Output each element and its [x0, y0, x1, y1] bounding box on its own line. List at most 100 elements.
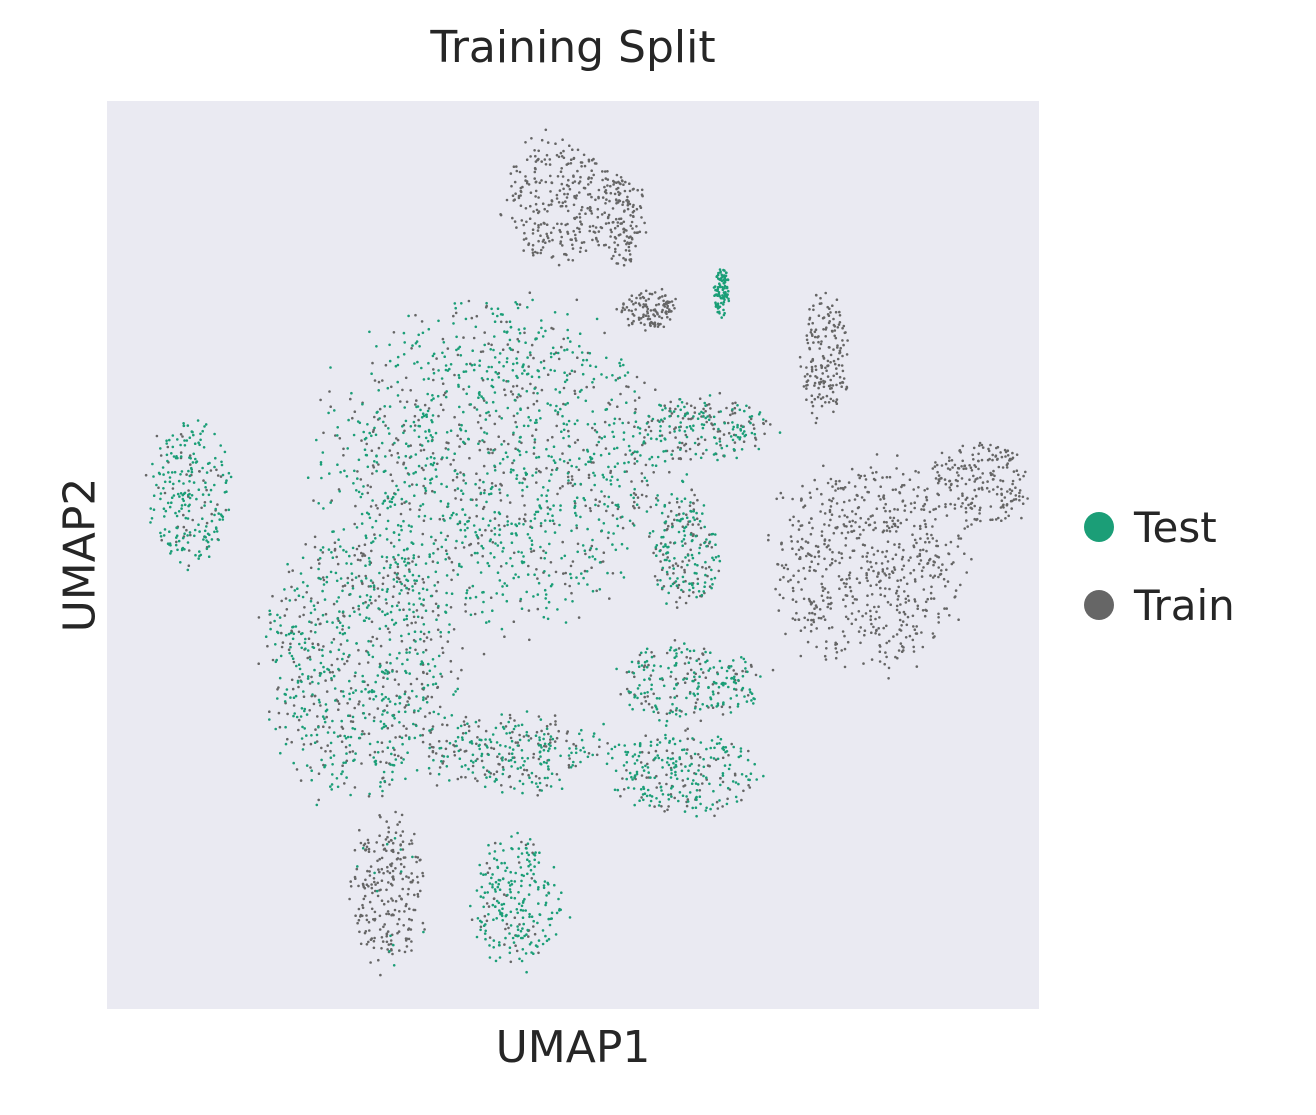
train-point: [373, 716, 376, 719]
test-point: [385, 556, 389, 559]
train-point: [964, 506, 968, 510]
train-point: [832, 399, 835, 403]
train-point: [620, 309, 624, 312]
train-point: [588, 229, 591, 233]
test-point: [163, 515, 166, 518]
train-point: [685, 655, 688, 659]
train-point: [553, 714, 557, 717]
train-point: [595, 753, 599, 757]
train-point: [942, 577, 946, 581]
train-point: [937, 479, 941, 483]
train-point: [911, 614, 915, 618]
test-point: [586, 583, 589, 586]
train-point: [385, 704, 389, 707]
train-point: [531, 228, 535, 231]
test-point: [338, 610, 341, 613]
test-point: [546, 489, 550, 492]
test-point: [418, 345, 421, 348]
test-point: [462, 473, 466, 477]
train-point: [711, 683, 715, 686]
test-point: [522, 467, 526, 470]
test-point: [525, 485, 529, 489]
test-point: [436, 394, 440, 398]
train-point: [422, 484, 425, 488]
train-point: [361, 914, 364, 918]
train-point: [514, 447, 517, 451]
test-point: [305, 764, 309, 767]
train-point: [792, 589, 795, 593]
test-point: [491, 485, 494, 489]
train-point: [159, 454, 163, 457]
train-point: [632, 302, 635, 306]
train-point: [617, 199, 621, 202]
test-point: [352, 691, 355, 694]
train-point: [797, 528, 801, 531]
train-point: [397, 754, 400, 758]
test-point: [514, 573, 517, 576]
test-point: [357, 604, 360, 608]
train-point: [317, 772, 321, 775]
train-point: [640, 472, 644, 475]
train-point: [659, 542, 663, 545]
test-point: [456, 472, 459, 476]
train-point: [590, 212, 594, 215]
test-point: [714, 288, 717, 292]
test-point: [191, 461, 195, 464]
test-point: [527, 415, 530, 419]
train-point: [650, 651, 653, 654]
test-point: [400, 528, 403, 532]
train-point: [894, 488, 897, 491]
train-point: [711, 706, 715, 709]
test-point: [610, 398, 613, 402]
train-point: [642, 313, 645, 316]
train-point: [390, 385, 393, 389]
train-point: [417, 418, 420, 422]
test-point: [594, 503, 597, 507]
test-point: [462, 410, 465, 414]
train-point: [395, 670, 399, 673]
test-point: [718, 440, 722, 443]
train-point: [809, 374, 812, 378]
test-point: [595, 317, 599, 321]
train-point: [878, 644, 881, 647]
train-point: [968, 478, 971, 482]
train-point: [163, 491, 167, 495]
test-point: [396, 523, 400, 527]
test-point: [440, 545, 444, 549]
train-point: [382, 576, 385, 580]
train-point: [921, 548, 925, 552]
test-point: [445, 456, 449, 460]
train-point: [401, 848, 405, 851]
train-point: [593, 162, 597, 165]
train-point: [523, 504, 526, 507]
train-point: [561, 175, 565, 178]
test-point: [402, 353, 406, 356]
test-point: [424, 430, 427, 433]
train-point: [393, 753, 397, 757]
train-point: [851, 519, 854, 523]
train-point: [823, 618, 827, 621]
train-point: [189, 533, 192, 537]
train-point: [490, 746, 493, 750]
test-point: [370, 541, 373, 545]
test-point: [690, 539, 694, 543]
train-point: [623, 308, 627, 311]
train-point: [384, 424, 387, 427]
test-point: [578, 344, 581, 348]
train-point: [622, 263, 626, 267]
test-point: [223, 491, 227, 494]
train-point: [873, 478, 877, 482]
train-point: [944, 482, 948, 486]
train-point: [572, 174, 575, 177]
train-point: [547, 732, 550, 736]
train-point: [832, 531, 836, 535]
test-point: [562, 422, 566, 426]
train-point: [357, 918, 361, 922]
train-point: [367, 585, 371, 588]
test-point: [407, 632, 411, 636]
test-point: [579, 482, 582, 486]
test-point: [318, 557, 322, 560]
train-point: [683, 662, 687, 665]
train-point: [835, 398, 839, 401]
test-point: [750, 415, 754, 418]
